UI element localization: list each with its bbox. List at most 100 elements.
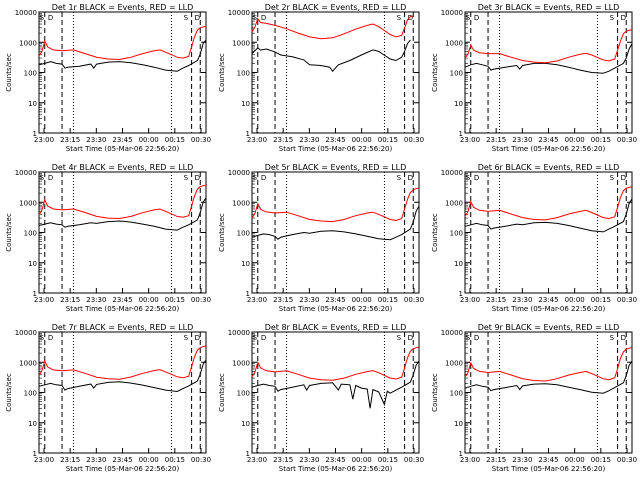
x-tick-label: 00:30 <box>617 296 637 304</box>
x-tick-label: 00:00 <box>139 296 159 304</box>
x-tick-label: 00:15 <box>378 296 398 304</box>
series-red-line <box>251 187 420 223</box>
panel-title: Det 7r BLACK = Events, RED = LLD <box>52 323 194 332</box>
x-tick-label: 23:15 <box>60 296 80 304</box>
y-axis-label: Counts/sec <box>431 213 439 252</box>
y-tick-label: 1000 <box>19 39 37 47</box>
series-red-line <box>464 186 633 221</box>
series-black-line <box>38 197 207 231</box>
y-tick-label: 1 <box>459 290 463 298</box>
panel-det-2: Det 2r BLACK = Events, RED = LLD 1 10 100 10… <box>218 3 424 153</box>
x-tick-label: 23:30 <box>299 456 319 464</box>
y-axis-label: Counts/sec <box>5 53 13 92</box>
y-tick-label: 1000 <box>445 39 463 47</box>
y-tick-label: 1 <box>33 290 37 298</box>
region-marker-label: S <box>40 334 45 342</box>
x-tick-label: 00:30 <box>617 136 637 144</box>
x-tick-label: 00:00 <box>352 456 372 464</box>
y-tick-label: 1000 <box>445 359 463 367</box>
region-marker-label: S <box>397 14 402 22</box>
y-tick-label: 100 <box>450 230 463 238</box>
series-black-line <box>38 39 207 72</box>
y-axis-label: Counts/sec <box>431 53 439 92</box>
y-tick-label: 10000 <box>441 329 463 337</box>
x-tick-label: 00:15 <box>591 456 611 464</box>
x-tick-label: 00:30 <box>404 136 424 144</box>
x-tick-label: 23:45 <box>538 456 558 464</box>
region-marker-label: S <box>253 174 258 182</box>
region-marker-label: D <box>48 14 53 22</box>
region-marker-label: S <box>610 14 615 22</box>
x-tick-label: 23:45 <box>112 456 132 464</box>
region-marker-label: S <box>253 334 258 342</box>
x-axis-label: Start Time (05-Mar-06 22:56:20) <box>279 465 393 473</box>
y-axis-label: Counts/sec <box>218 53 226 92</box>
x-tick-label: 00:15 <box>165 456 185 464</box>
x-tick-label: 23:30 <box>299 136 319 144</box>
region-marker-label: D <box>408 14 413 22</box>
region-marker-label: D <box>261 14 266 22</box>
series-black-line <box>464 360 633 394</box>
y-axis-label: Counts/sec <box>218 213 226 252</box>
x-tick-label: 23:00 <box>460 136 480 144</box>
series-black-line <box>38 359 207 393</box>
x-tick-label: 00:00 <box>565 296 585 304</box>
y-tick-label: 1000 <box>445 199 463 207</box>
x-tick-label: 23:00 <box>460 296 480 304</box>
x-tick-label: 00:15 <box>165 296 185 304</box>
x-tick-label: 23:30 <box>512 296 532 304</box>
y-tick-label: 10000 <box>441 169 463 177</box>
x-tick-label: 00:15 <box>591 136 611 144</box>
y-tick-label: 1000 <box>232 359 250 367</box>
panel-det-7: Det 7r BLACK = Events, RED = LLD 1 10 100 10… <box>5 323 211 473</box>
x-tick-label: 23:45 <box>112 296 132 304</box>
x-tick-label: 00:00 <box>139 456 159 464</box>
x-tick-label: 23:15 <box>486 296 506 304</box>
panel-det-3: Det 3r BLACK = Events, RED = LLD 1 10 100 10… <box>431 3 637 153</box>
region-marker-label: D <box>48 334 53 342</box>
y-tick-label: 10 <box>28 420 37 428</box>
plot-frame <box>464 331 633 454</box>
y-tick-label: 10000 <box>228 169 250 177</box>
y-tick-label: 1000 <box>19 199 37 207</box>
y-axis-label: Counts/sec <box>5 373 13 412</box>
y-tick-label: 1 <box>246 130 250 138</box>
y-tick-label: 100 <box>237 230 250 238</box>
region-marker-label: D <box>48 174 53 182</box>
x-tick-label: 23:15 <box>486 136 506 144</box>
y-tick-label: 1 <box>246 450 250 458</box>
region-marker-label: S <box>610 174 615 182</box>
y-tick-label: 10 <box>241 100 250 108</box>
panel-det-6: Det 6r BLACK = Events, RED = LLD 1 10 100 10… <box>431 163 637 313</box>
region-marker-label: D <box>195 174 200 182</box>
region-marker-label: S <box>466 14 471 22</box>
x-axis-label: Start Time (05-Mar-06 22:56:20) <box>492 145 606 153</box>
y-tick-label: 10 <box>454 260 463 268</box>
y-tick-label: 100 <box>450 390 463 398</box>
plot-frame <box>251 11 420 134</box>
series-black-line <box>464 198 633 233</box>
y-tick-label: 100 <box>450 70 463 78</box>
x-tick-label: 23:30 <box>512 136 532 144</box>
x-tick-label: 00:30 <box>191 136 211 144</box>
y-tick-label: 10 <box>241 260 250 268</box>
y-tick-label: 1000 <box>19 359 37 367</box>
y-tick-label: 10 <box>241 420 250 428</box>
region-marker-label: D <box>261 334 266 342</box>
x-tick-label: 23:30 <box>86 456 106 464</box>
x-tick-label: 23:45 <box>538 136 558 144</box>
x-tick-label: 23:45 <box>112 136 132 144</box>
region-marker-label: D <box>474 174 479 182</box>
region-marker-label: S <box>397 174 402 182</box>
x-tick-label: 00:00 <box>139 136 159 144</box>
series-black-line <box>251 360 420 409</box>
series-red-line <box>38 25 207 61</box>
panel-title: Det 6r BLACK = Events, RED = LLD <box>478 163 620 172</box>
panel-title: Det 3r BLACK = Events, RED = LLD <box>478 3 620 12</box>
x-tick-label: 23:30 <box>86 296 106 304</box>
y-tick-label: 1 <box>246 290 250 298</box>
y-tick-label: 100 <box>24 70 37 78</box>
x-tick-label: 23:45 <box>325 136 345 144</box>
x-tick-label: 23:45 <box>538 296 558 304</box>
x-tick-label: 00:00 <box>352 296 372 304</box>
